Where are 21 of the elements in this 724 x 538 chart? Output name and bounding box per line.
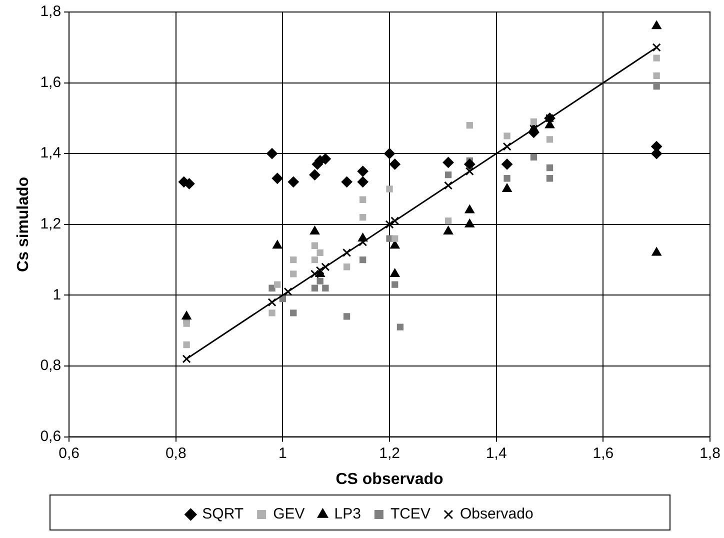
y-tick-label: 0,6 — [40, 428, 62, 445]
x-tick-label: 0,6 — [58, 444, 80, 462]
y-tick-label: 1,6 — [40, 74, 62, 91]
x-tick-label: 1,8 — [700, 444, 720, 462]
legend-label: TCEV — [390, 506, 430, 523]
x-tick-label: 1,4 — [486, 444, 507, 462]
y-tick-label: 1,2 — [40, 216, 62, 233]
y-tick-label: 0,8 — [40, 357, 62, 374]
y-tick-label: 1 — [52, 286, 62, 304]
legend-label: GEV — [273, 506, 305, 523]
x-tick-label: 0,8 — [165, 444, 186, 462]
x-tick-label: 1,2 — [379, 444, 400, 462]
y-tick-label: 1,4 — [40, 144, 62, 162]
x-tick-label: 1 — [278, 444, 287, 462]
legend-label: Observado — [460, 506, 534, 523]
x-tick-label: 1,6 — [592, 444, 614, 462]
y-axis-title: Cs simulado — [15, 176, 32, 272]
y-tick-label: 1,8 — [40, 3, 62, 20]
legend-label: LP3 — [334, 506, 361, 523]
x-axis-title: CS observado — [336, 470, 444, 488]
legend-label: SQRT — [202, 506, 244, 523]
